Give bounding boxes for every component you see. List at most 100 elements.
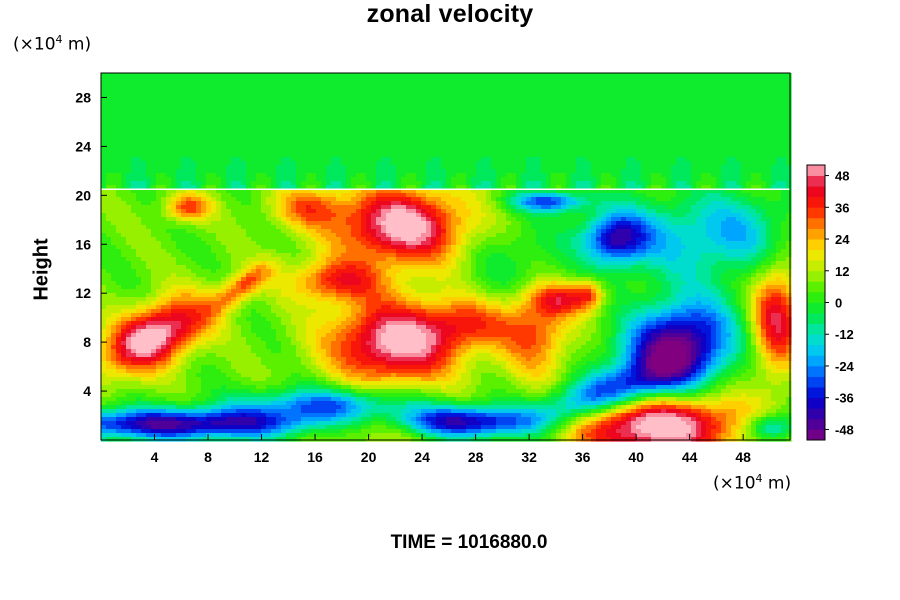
heatmap-cell <box>226 117 232 122</box>
heatmap-cell <box>456 169 462 174</box>
heatmap-cell <box>141 193 147 198</box>
heatmap-cell <box>776 145 782 150</box>
heatmap-cell <box>501 193 507 198</box>
heatmap-cell <box>671 205 677 210</box>
heatmap-cell <box>671 201 677 206</box>
heatmap-cell <box>431 73 437 78</box>
heatmap-cell <box>641 141 647 146</box>
heatmap-cell <box>556 97 562 102</box>
heatmap-cell <box>161 161 167 166</box>
heatmap-cell <box>671 193 677 198</box>
heatmap-cell <box>646 189 652 194</box>
heatmap-cell <box>146 117 152 122</box>
heatmap-cell <box>601 169 607 174</box>
heatmap-cell <box>156 189 162 194</box>
heatmap-cell <box>291 205 297 210</box>
heatmap-cell <box>351 77 357 82</box>
heatmap-cell <box>181 149 187 154</box>
heatmap-cell <box>591 173 597 178</box>
heatmap-cell <box>616 121 622 126</box>
heatmap-cell <box>781 97 787 102</box>
heatmap-cell <box>326 125 332 130</box>
heatmap-cell <box>381 181 387 186</box>
heatmap-cell <box>366 101 372 106</box>
heatmap-cell <box>356 73 362 78</box>
heatmap-cell <box>626 153 632 158</box>
heatmap-cell <box>116 105 122 110</box>
heatmap-cell <box>386 205 392 210</box>
heatmap-cell <box>496 125 502 130</box>
heatmap-cell <box>356 121 362 126</box>
heatmap-cell <box>106 145 112 150</box>
heatmap-cell <box>201 149 207 154</box>
heatmap-cell <box>676 157 682 162</box>
heatmap-cell <box>511 129 517 134</box>
heatmap-cell <box>591 73 597 78</box>
heatmap-cell <box>126 185 132 190</box>
heatmap-cell <box>696 177 702 182</box>
heatmap-cell <box>371 141 377 146</box>
heatmap-cell <box>361 137 367 142</box>
heatmap-cell <box>666 185 672 190</box>
heatmap-cell <box>701 161 707 166</box>
heatmap-cell <box>666 173 672 178</box>
heatmap-cell <box>216 89 222 94</box>
heatmap-cell <box>176 209 182 214</box>
heatmap-cell <box>406 129 412 134</box>
heatmap-cell <box>271 113 277 118</box>
heatmap-cell <box>361 109 367 114</box>
heatmap-cell <box>531 177 537 182</box>
heatmap-cell <box>161 133 167 138</box>
heatmap-cell <box>466 105 472 110</box>
heatmap-cell <box>401 81 407 86</box>
heatmap-cell <box>721 137 727 142</box>
heatmap-cell <box>426 177 432 182</box>
heatmap-cell <box>571 173 577 178</box>
heatmap-cell <box>736 189 742 194</box>
heatmap-cell <box>141 173 147 178</box>
heatmap-cell <box>521 193 527 198</box>
heatmap-cell <box>396 73 402 78</box>
heatmap-cell <box>661 101 667 106</box>
heatmap-cell <box>496 205 502 210</box>
heatmap-cell <box>586 209 592 214</box>
heatmap-cell <box>361 105 367 110</box>
heatmap-cell <box>561 157 567 162</box>
heatmap-cell <box>386 105 392 110</box>
heatmap-cell <box>536 89 542 94</box>
heatmap-cell <box>511 153 517 158</box>
heatmap-cell <box>686 169 692 174</box>
heatmap-cell <box>726 97 732 102</box>
heatmap-cell <box>376 133 382 138</box>
heatmap-cell <box>166 165 172 170</box>
heatmap-cell <box>426 101 432 106</box>
heatmap-cell <box>131 165 137 170</box>
heatmap-cell <box>651 77 657 82</box>
heatmap-cell <box>121 189 127 194</box>
heatmap-cell <box>486 125 492 130</box>
heatmap-cell <box>571 149 577 154</box>
heatmap-cell <box>351 169 357 174</box>
heatmap-cell <box>351 161 357 166</box>
heatmap-cell <box>706 129 712 134</box>
heatmap-cell <box>581 197 587 202</box>
heatmap-cell <box>181 173 187 178</box>
heatmap-cell <box>126 197 132 202</box>
heatmap-cell <box>436 81 442 86</box>
heatmap-cell <box>281 81 287 86</box>
heatmap-cell <box>196 121 202 126</box>
heatmap-cell <box>221 137 227 142</box>
heatmap-cell <box>636 169 642 174</box>
heatmap-cell <box>636 73 642 78</box>
heatmap-cell <box>136 85 142 90</box>
heatmap-cell <box>481 145 487 150</box>
heatmap-cell <box>531 137 537 142</box>
heatmap-cell <box>361 117 367 122</box>
heatmap-cell <box>276 181 282 186</box>
heatmap-cell <box>666 109 672 114</box>
heatmap-cell <box>101 93 107 98</box>
heatmap-cell <box>211 105 217 110</box>
heatmap-cell <box>546 213 552 218</box>
heatmap-cell <box>386 213 392 218</box>
heatmap-cell <box>416 209 422 214</box>
